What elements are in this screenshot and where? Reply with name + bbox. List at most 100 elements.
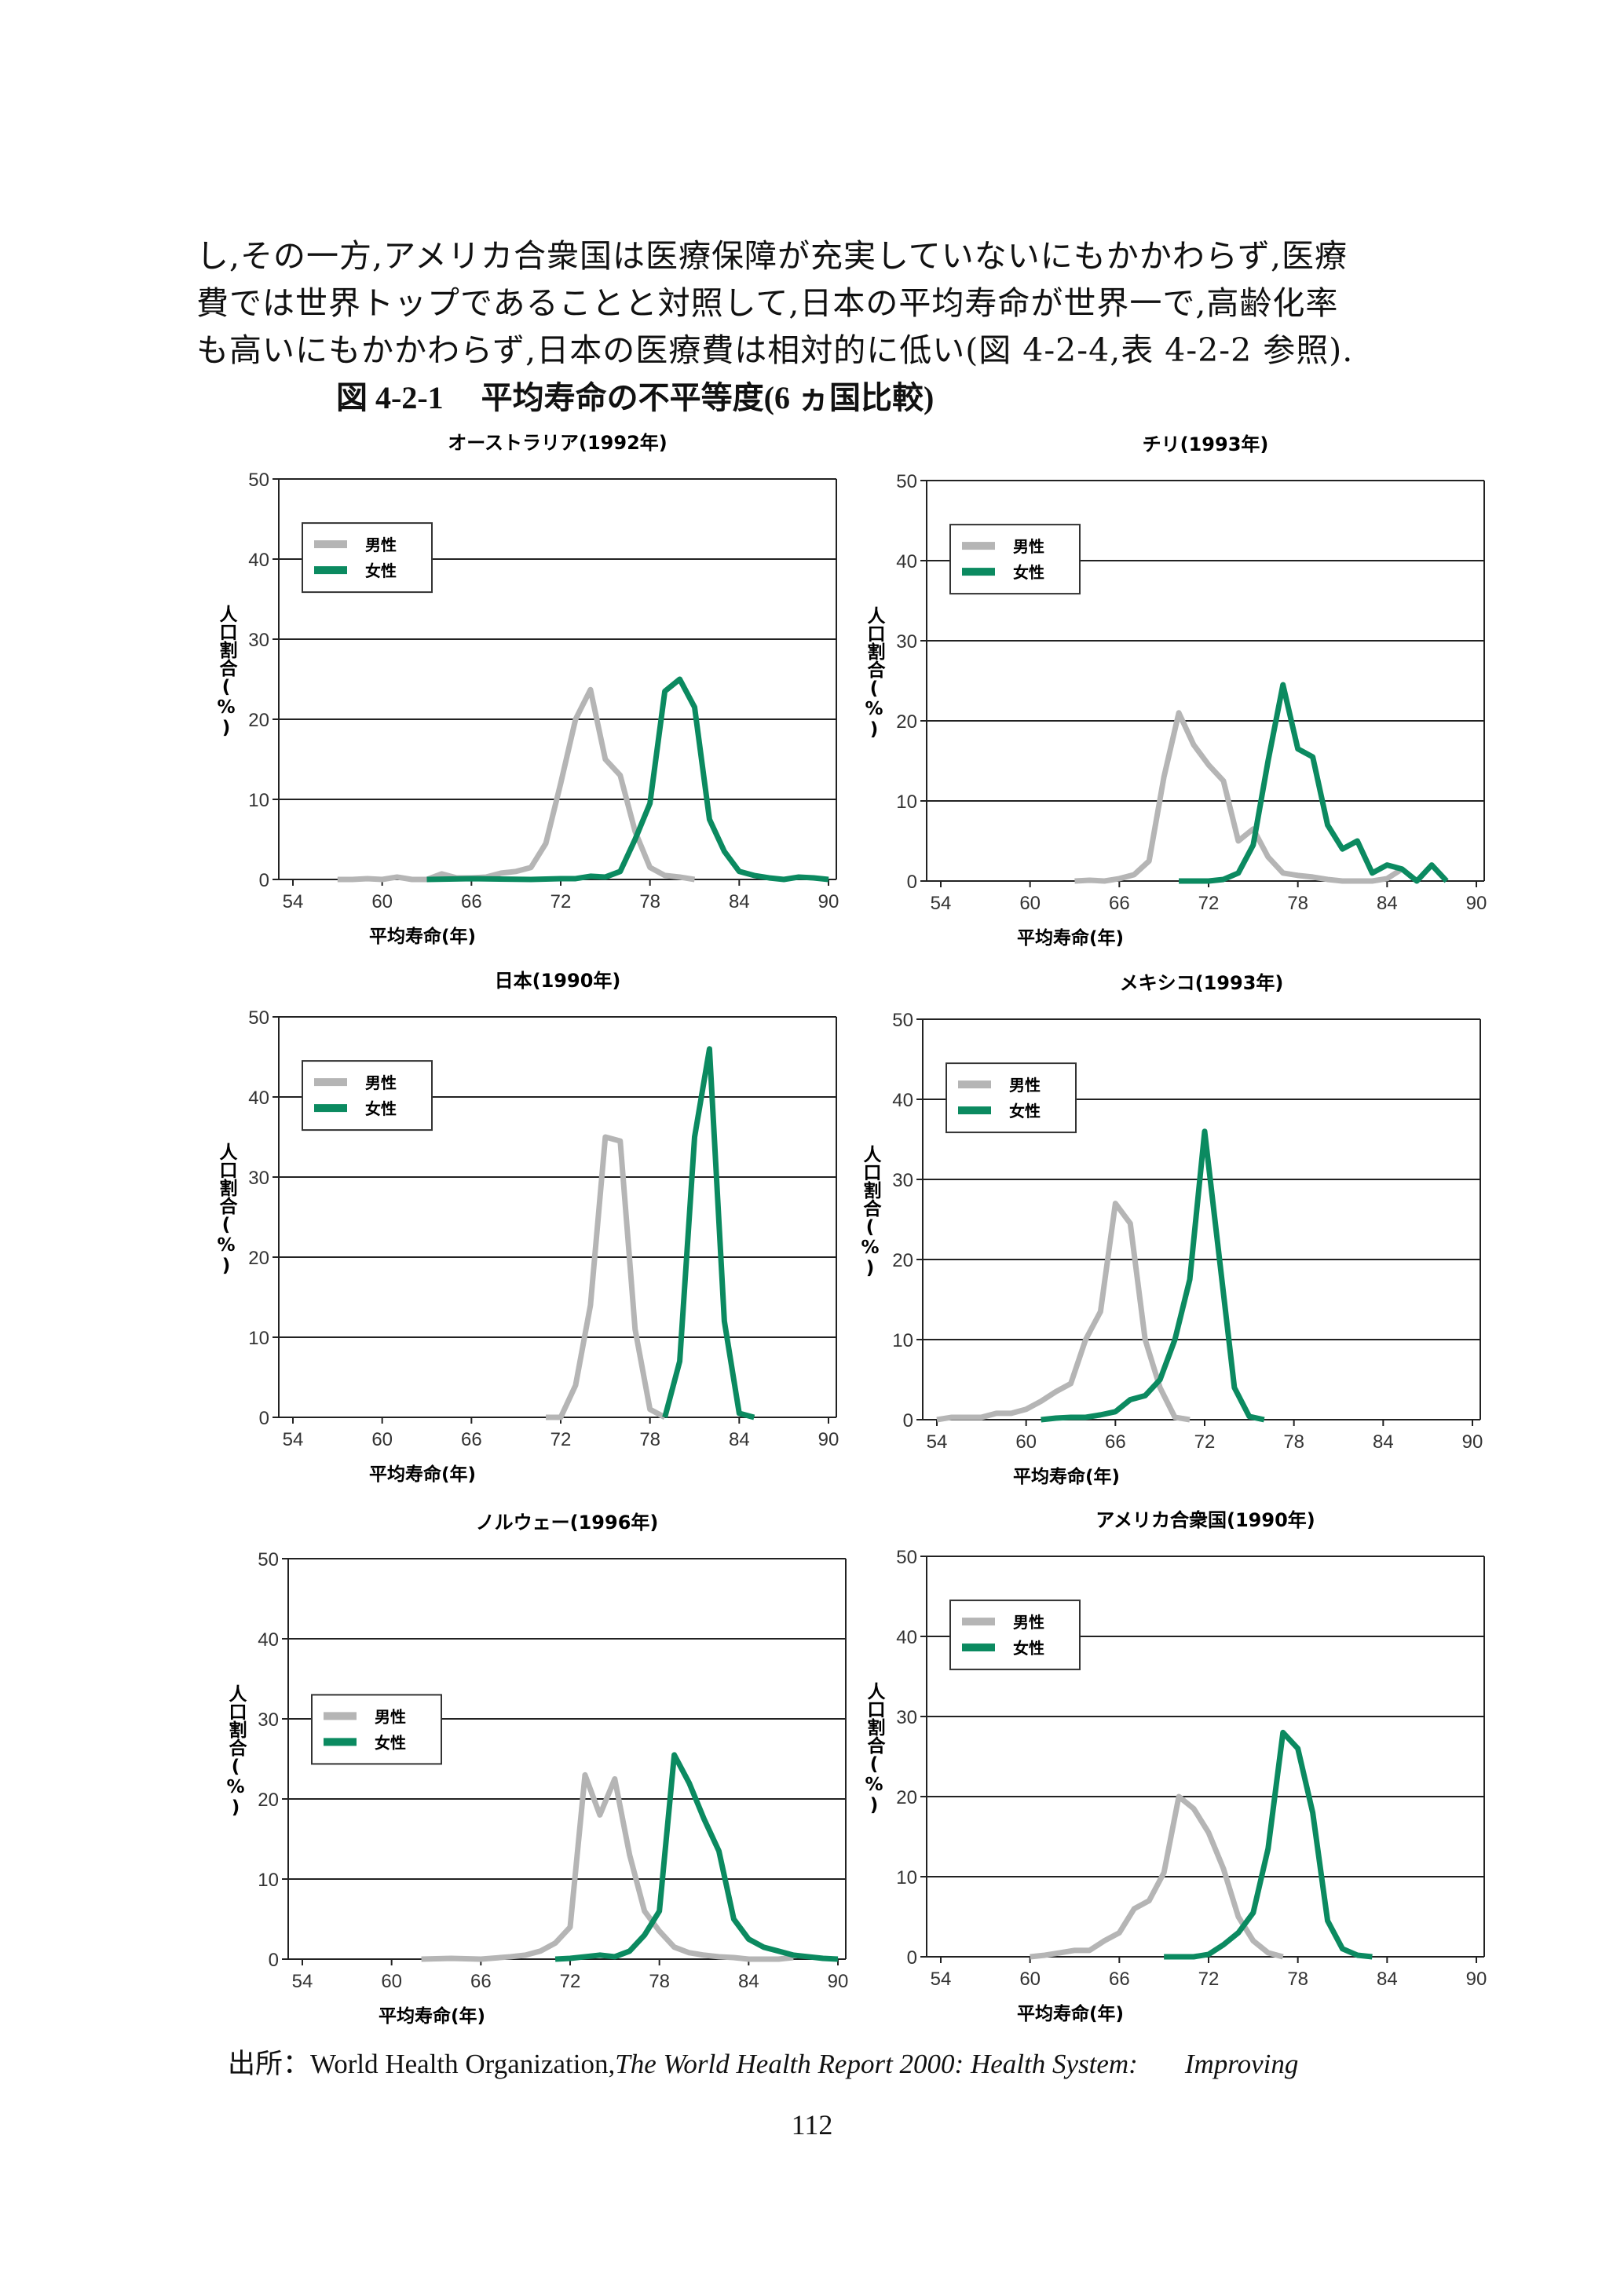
x-tick-label: 78 xyxy=(639,891,660,912)
x-tick-label: 72 xyxy=(1198,1969,1220,1990)
x-tick-label: 84 xyxy=(729,1429,750,1450)
x-tick-label: 72 xyxy=(560,1971,581,1992)
chart-svg: メキシコ(1993年) 0 10 20 30 40 50 54 60 66 72 78 84 90 平均寿命… xyxy=(860,972,1483,1487)
x-tick-label: 72 xyxy=(1198,893,1220,914)
legend-label: 男性 xyxy=(1013,537,1044,556)
x-tick-label: 54 xyxy=(283,1429,304,1450)
legend-label: 男性 xyxy=(375,1707,406,1726)
y-tick-label: 30 xyxy=(248,630,269,651)
legend-swatch-female xyxy=(324,1738,357,1746)
chart-title: アメリカ合衆国(1990年) xyxy=(1095,1509,1315,1531)
legend-label: 女性 xyxy=(1013,1639,1044,1658)
y-tick-label: 30 xyxy=(892,1170,913,1191)
source-citation: 出所：World Health Organization,The World H… xyxy=(228,2042,1298,2082)
series-line-male xyxy=(421,1771,794,1962)
y-tick-label: 40 xyxy=(896,551,917,572)
x-tick-label: 90 xyxy=(1462,1431,1483,1453)
legend-swatch-male xyxy=(314,1078,347,1087)
series-line-female xyxy=(662,1046,755,1420)
source-prefix: 出所：World Health Organization, xyxy=(228,2049,616,2079)
x-tick-label: 84 xyxy=(729,891,750,912)
legend-swatch-female xyxy=(958,1106,991,1115)
y-tick-label: 40 xyxy=(248,550,269,571)
y-tick-label: 50 xyxy=(892,1010,913,1031)
x-tick-label: 72 xyxy=(550,1429,572,1450)
legend-swatch-male xyxy=(962,1618,995,1626)
x-tick-label: 72 xyxy=(1194,1431,1216,1453)
y-tick-label: 50 xyxy=(258,1549,279,1570)
y-tick-label: 20 xyxy=(896,711,917,733)
y-tick-label: 10 xyxy=(896,1867,917,1888)
x-axis-label: 平均寿命(年) xyxy=(369,926,476,947)
x-tick-label: 78 xyxy=(1287,1969,1308,1990)
y-tick-label: 0 xyxy=(259,870,269,891)
chart-chile: チリ(1993年) 0 10 20 30 40 50 54 60 66 72 78 84 90 平均寿命(年… xyxy=(860,426,1535,991)
y-axis-label: 人口割合(%) xyxy=(225,1684,247,1818)
legend-swatch-female xyxy=(314,1104,347,1113)
legend-box xyxy=(946,1062,1077,1134)
x-tick-label: 60 xyxy=(1019,1969,1041,1990)
x-tick-label: 78 xyxy=(1283,1431,1304,1453)
series-line-female xyxy=(426,676,829,883)
legend-label: 男性 xyxy=(365,536,397,554)
chart-title: 日本(1990年) xyxy=(495,970,621,992)
y-axis-label: 人口割合(%) xyxy=(216,1143,238,1276)
series-line-female xyxy=(1164,1729,1373,1960)
x-tick-label: 84 xyxy=(738,1971,759,1992)
x-axis-label: 平均寿命(年) xyxy=(379,2005,485,2027)
y-tick-label: 40 xyxy=(258,1629,279,1651)
legend-label: 女性 xyxy=(365,561,397,580)
series-line-male xyxy=(936,1201,1191,1423)
y-tick-label: 10 xyxy=(258,1870,279,1891)
chart-svg: 日本(1990年) 0 10 20 30 40 50 54 60 66 72 78 84 90 平均寿命(年… xyxy=(216,970,839,1485)
y-tick-label: 50 xyxy=(896,471,917,492)
y-tick-label: 30 xyxy=(896,1707,917,1728)
legend-swatch-male xyxy=(314,540,347,549)
y-tick-label: 50 xyxy=(248,470,269,491)
legend-box xyxy=(302,1060,433,1132)
series-line-male xyxy=(337,686,696,883)
x-tick-label: 54 xyxy=(927,1431,948,1453)
y-tick-label: 40 xyxy=(248,1088,269,1109)
y-tick-label: 0 xyxy=(907,872,917,893)
y-tick-label: 0 xyxy=(903,1410,913,1431)
x-axis-label: 平均寿命(年) xyxy=(1017,927,1124,949)
x-tick-label: 60 xyxy=(371,891,393,912)
x-tick-label: 54 xyxy=(283,891,304,912)
chart-title: メキシコ(1993年) xyxy=(1120,972,1284,994)
x-tick-label: 66 xyxy=(461,1429,482,1450)
y-axis-label: 人口割合(%) xyxy=(864,606,886,740)
y-tick-label: 40 xyxy=(892,1090,913,1111)
chart-title: オーストラリア(1992年) xyxy=(448,432,668,454)
y-tick-label: 20 xyxy=(258,1790,279,1811)
y-tick-label: 50 xyxy=(896,1547,917,1568)
series-line-male xyxy=(546,1134,667,1420)
x-tick-label: 90 xyxy=(818,891,839,912)
chart-svg: アメリカ合衆国(1990年) 0 10 20 30 40 50 54 60 66 72 78 84 90 平… xyxy=(864,1509,1487,2024)
body-text-line-2: 費では世界トップであることと対照して,日本の平均寿命が世界一で,高齢化率 xyxy=(196,284,1339,322)
page-number: 112 xyxy=(791,2109,833,2141)
y-tick-label: 0 xyxy=(259,1408,269,1429)
x-tick-label: 60 xyxy=(1019,893,1041,914)
legend-label: 女性 xyxy=(375,1733,406,1752)
x-tick-label: 54 xyxy=(931,893,952,914)
x-axis-label: 平均寿命(年) xyxy=(1013,1466,1120,1487)
chart-svg: オーストラリア(1992年) 0 10 20 30 40 50 54 60 66 72 78 84 90 平… xyxy=(216,432,839,947)
chart-japan: 日本(1990年) 0 10 20 30 40 50 54 60 66 72 78 84 90 平均寿命(年… xyxy=(212,962,887,1527)
figure-title: 平均寿命の不平等度(6 ヵ国比較) xyxy=(481,380,935,415)
x-tick-label: 90 xyxy=(818,1429,839,1450)
chart-svg: ノルウェー(1996年) 0 10 20 30 40 50 54 60 66 72 78 84 90 平均寿… xyxy=(225,1512,848,2027)
x-axis-label: 平均寿命(年) xyxy=(1017,2003,1124,2024)
x-tick-label: 66 xyxy=(1105,1431,1126,1453)
y-axis-label: 人口割合(%) xyxy=(216,605,238,738)
y-tick-label: 30 xyxy=(896,631,917,653)
chart-mexico: メキシコ(1993年) 0 10 20 30 40 50 54 60 66 72 78 84 90 平均寿命… xyxy=(856,964,1531,1530)
y-tick-label: 20 xyxy=(248,1248,269,1269)
chart-title: ノルウェー(1996年) xyxy=(476,1512,659,1534)
legend-swatch-male xyxy=(962,542,995,550)
